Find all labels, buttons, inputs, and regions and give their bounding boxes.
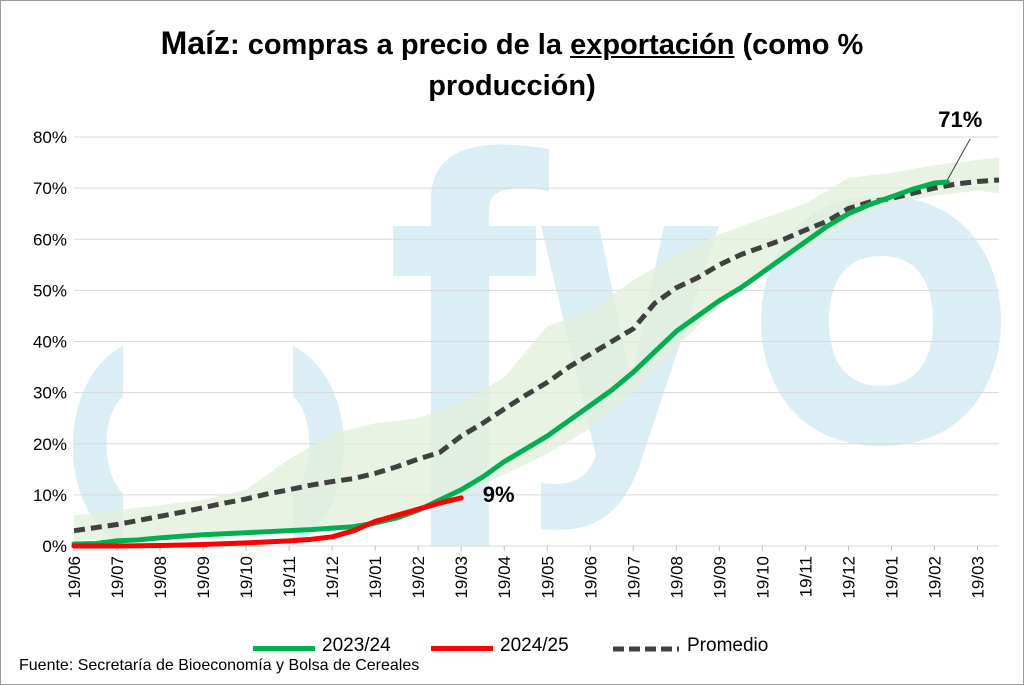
x-tick-label: 19/05 xyxy=(538,556,557,599)
x-tick-label: 19/07 xyxy=(108,556,127,599)
legend-label-2023-24: 2023/24 xyxy=(322,635,391,656)
x-tick-label: 19/09 xyxy=(710,556,729,599)
y-tick-label: 0% xyxy=(42,537,67,556)
chart-title: Maíz: compras a precio de la exportación… xyxy=(1,23,1023,107)
annotation-label: 71% xyxy=(938,107,982,132)
y-tick-label: 60% xyxy=(33,230,67,249)
y-tick-label: 40% xyxy=(33,333,67,352)
x-tick-label: 19/11 xyxy=(280,556,299,597)
source-note: Fuente: Secretaría de Bioeconomía y Bols… xyxy=(19,657,420,674)
series-line-promedio xyxy=(73,177,1000,534)
x-tick-label: 19/07 xyxy=(624,556,643,599)
title-crop: Maíz xyxy=(160,25,230,61)
x-tick-label: 19/02 xyxy=(925,556,944,599)
y-tick-label: 10% xyxy=(33,486,67,505)
x-tick-label: 19/12 xyxy=(323,556,342,599)
y-tick-label: 80% xyxy=(33,128,67,147)
x-tick-label: 19/10 xyxy=(753,556,772,599)
x-tick-label: 19/06 xyxy=(581,556,600,599)
range-band xyxy=(74,157,999,541)
watermark-bracket-left xyxy=(72,346,123,546)
y-tick-label: 20% xyxy=(33,435,67,454)
legend-label-promedio: Promedio xyxy=(687,635,769,656)
title-line2: producción) xyxy=(428,70,596,102)
watermark-o xyxy=(761,196,1001,446)
y-tick-label: 50% xyxy=(33,281,67,300)
title-end: (como % xyxy=(734,29,864,61)
x-tick-label: 19/12 xyxy=(839,556,858,599)
series-line-2024-25 xyxy=(71,495,464,549)
legend-label-2024-25: 2024/25 xyxy=(500,635,569,656)
y-tick-label: 70% xyxy=(33,179,67,198)
x-tick-label: 19/01 xyxy=(366,556,385,599)
x-tick-label: 19/02 xyxy=(409,556,428,599)
legend-swatch-promedio xyxy=(613,646,679,652)
x-tick-label: 19/03 xyxy=(452,556,471,599)
legend-swatch-2023-24 xyxy=(253,646,315,651)
annotation-leader xyxy=(946,138,971,181)
series-line-2023-24 xyxy=(71,179,950,547)
x-tick-label: 19/06 xyxy=(65,556,84,599)
annotation-label: 9% xyxy=(483,482,515,507)
x-tick-label: 19/01 xyxy=(882,556,901,599)
x-tick-label: 19/04 xyxy=(495,556,514,599)
x-tick-label: 19/10 xyxy=(237,556,256,599)
y-tick-label: 30% xyxy=(33,384,67,403)
x-tick-label: 19/03 xyxy=(968,556,987,599)
legend-swatch-2024-25 xyxy=(431,646,493,651)
title-middle: : compras a precio de la xyxy=(229,29,571,61)
x-tick-label: 19/11 xyxy=(796,556,815,597)
x-tick-label: 19/08 xyxy=(667,556,686,599)
x-tick-label: 19/09 xyxy=(194,556,213,599)
title-underlined: exportación xyxy=(570,29,735,61)
x-tick-label: 19/08 xyxy=(151,556,170,599)
